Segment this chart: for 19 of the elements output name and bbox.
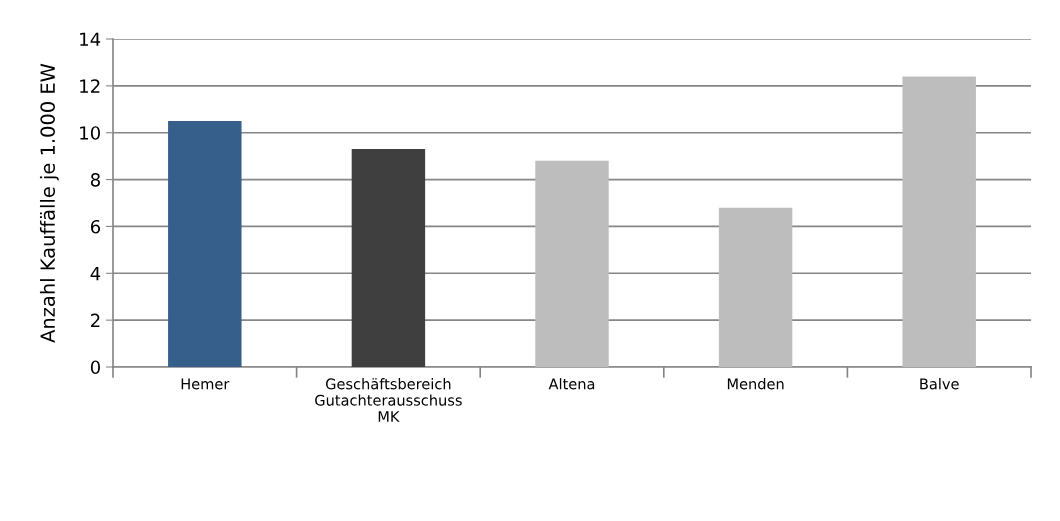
x-tick-label: Altena (548, 378, 595, 390)
y-tick-label: 4 (90, 266, 101, 281)
y-tick-label: 8 (90, 173, 100, 187)
x-tick-label: Balve (920, 378, 959, 390)
bar (168, 121, 242, 367)
y-tick-label: 2 (91, 313, 100, 327)
x-tick-label: Menden (727, 378, 784, 390)
y-tick-label: 14 (80, 32, 101, 46)
bar (535, 160, 609, 367)
x-tick-label: Hemer (181, 378, 230, 390)
bar (351, 149, 426, 367)
y-axis-title: Anzahl Kauffälle je 1.000 EW (39, 63, 59, 343)
bar (718, 207, 793, 367)
y-tick-label: 0 (90, 360, 100, 375)
x-tick-label: Geschäftsbereich Gutachterausschuss MK (315, 378, 462, 422)
bar (902, 76, 976, 367)
y-tick-label: 12 (80, 79, 100, 93)
y-tick-label: 10 (80, 126, 100, 140)
y-tick-label: 6 (90, 219, 101, 234)
